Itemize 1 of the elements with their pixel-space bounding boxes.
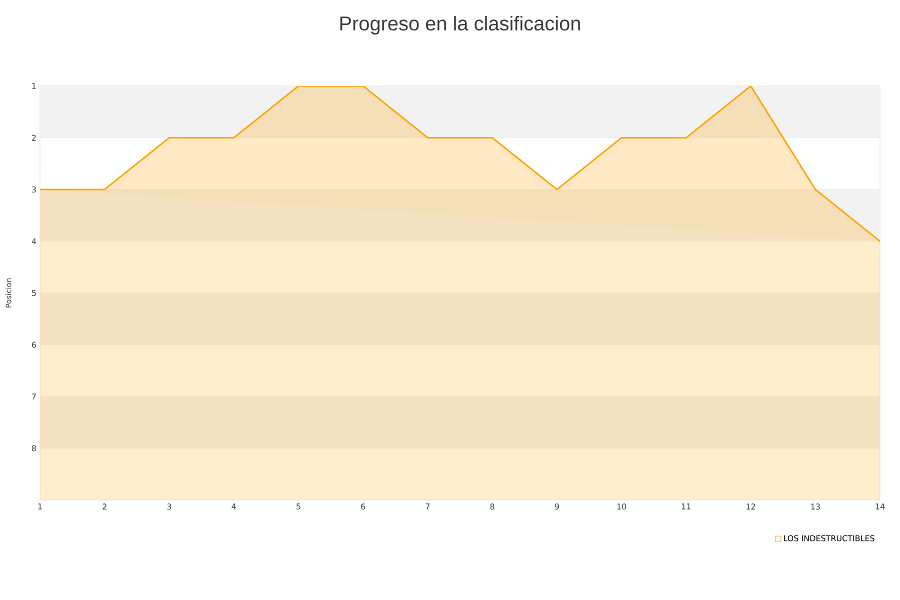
chart-title: Progreso en la clasificacion [340,16,580,35]
